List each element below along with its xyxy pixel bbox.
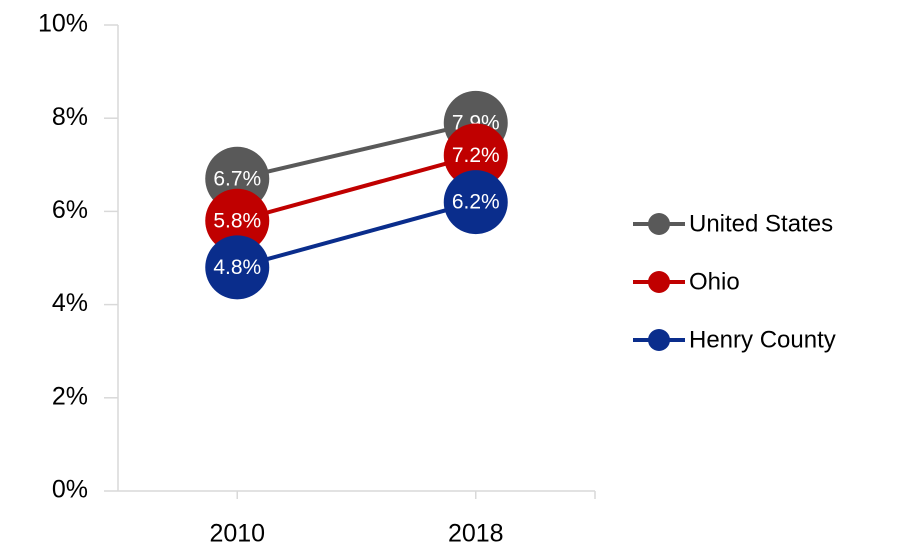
- value-label: 4.8%: [213, 256, 261, 279]
- y-tick-label: 0%: [52, 476, 88, 504]
- marker: [205, 188, 270, 253]
- x-tick-label: 2010: [209, 520, 265, 548]
- series-line: [236, 153, 477, 223]
- legend-label: United States: [689, 210, 833, 237]
- y-tick-label: 8%: [52, 103, 88, 131]
- series-line: [236, 200, 477, 270]
- legend-marker: [648, 329, 670, 351]
- value-label: 7.2%: [452, 144, 500, 167]
- y-tick-label: 2%: [52, 382, 88, 410]
- value-label: 6.2%: [452, 191, 500, 214]
- series-line: [236, 120, 477, 181]
- x-tick-label: 2018: [448, 520, 504, 548]
- legend-label: Henry County: [689, 326, 836, 353]
- value-label: 5.8%: [213, 209, 261, 232]
- marker: [443, 123, 508, 188]
- legend-marker: [648, 213, 670, 235]
- y-tick-label: 6%: [52, 196, 88, 224]
- y-tick-label: 4%: [52, 289, 88, 317]
- y-tick-label: 10%: [38, 10, 88, 38]
- legend-label: Ohio: [689, 268, 740, 295]
- value-label: 6.7%: [213, 167, 261, 190]
- marker: [443, 170, 508, 235]
- legend-marker: [648, 271, 670, 293]
- marker: [205, 235, 270, 300]
